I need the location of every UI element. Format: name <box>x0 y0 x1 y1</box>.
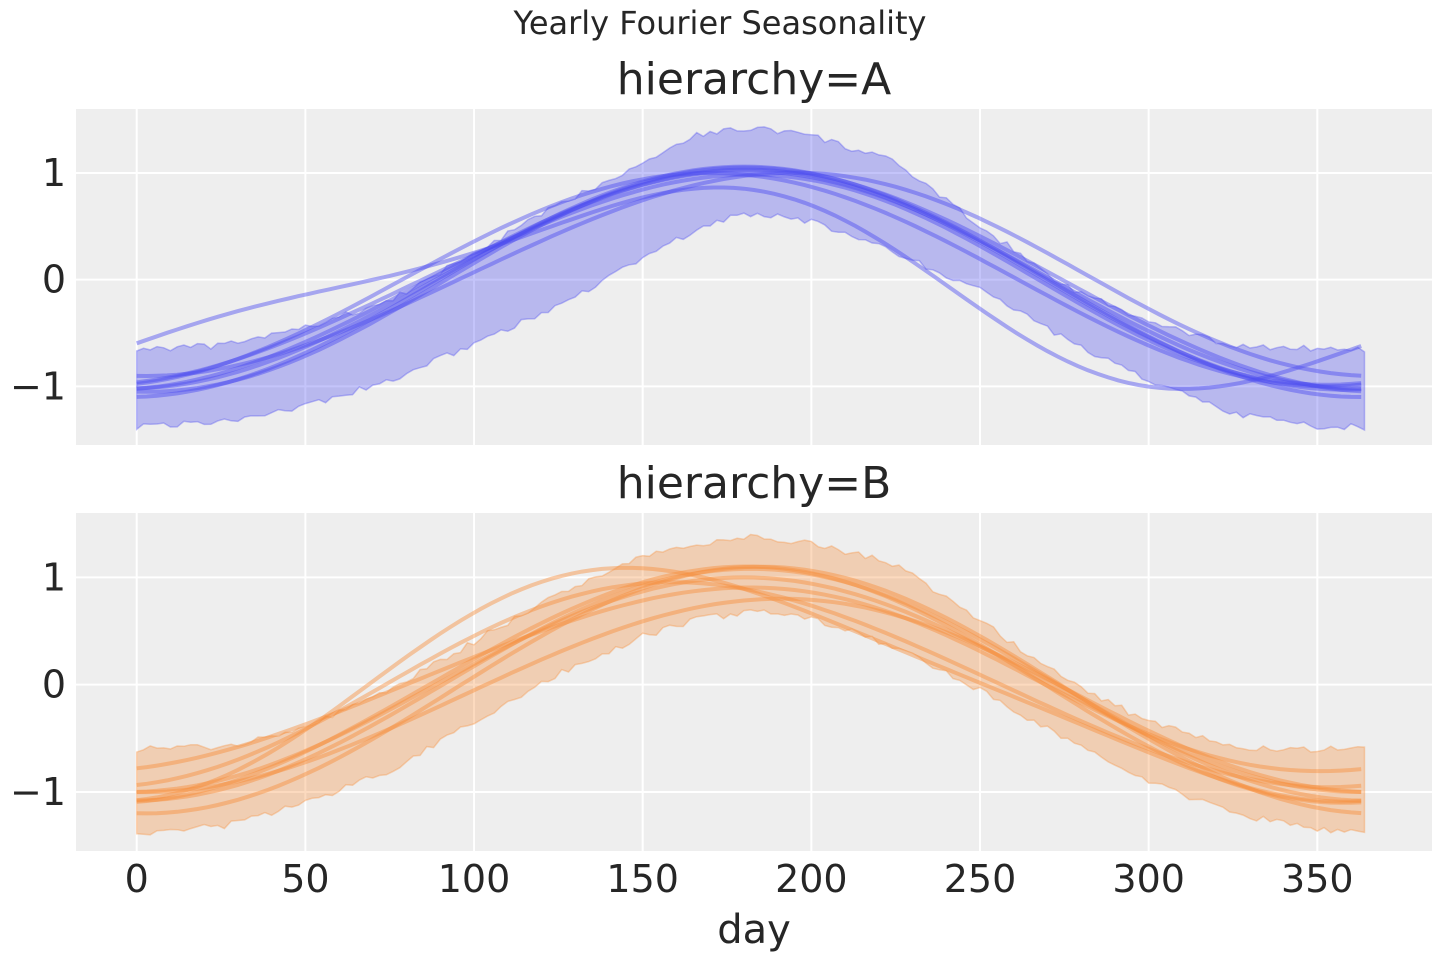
posterior-line <box>136 564 1362 805</box>
posterior-line <box>136 596 1362 795</box>
credible-interval-band <box>135 533 1366 836</box>
plot-background <box>76 109 1432 445</box>
posterior-lines <box>136 164 1362 399</box>
posterior-line <box>136 164 1362 399</box>
y-tick-label: 1 <box>42 151 66 195</box>
posterior-line <box>136 168 1362 391</box>
posterior-line <box>136 566 1362 803</box>
posterior-line <box>136 167 1362 392</box>
hdi-band <box>135 126 1366 432</box>
posterior-line <box>136 585 1362 774</box>
x-tick-label: 350 <box>1281 857 1354 901</box>
y-tick-labels: −1 0 1 <box>10 151 66 408</box>
posterior-line <box>136 170 1362 389</box>
posterior-line <box>136 580 1362 790</box>
panel-hierarchy-a: −1 0 1 hierarchy=A <box>10 54 1432 445</box>
posterior-lines <box>136 564 1362 816</box>
y-tick-label: 0 <box>42 258 66 302</box>
y-tick-label: 0 <box>42 663 66 707</box>
posterior-line <box>136 172 1362 387</box>
x-tick-label: 150 <box>606 857 679 901</box>
panel-hierarchy-b: −1 0 1 hierarchy=B <box>10 458 1432 851</box>
x-axis-label: day <box>717 907 791 953</box>
panel-title: hierarchy=B <box>617 458 892 509</box>
x-tick-label: 200 <box>775 857 848 901</box>
posterior-line <box>136 575 1362 794</box>
posterior-line <box>136 185 1362 391</box>
plot-background <box>76 513 1432 851</box>
y-tick-label: 1 <box>42 555 66 599</box>
posterior-line <box>136 165 1362 394</box>
credible-interval-band <box>135 126 1366 432</box>
posterior-line <box>136 565 1362 804</box>
y-tick-label: −1 <box>10 364 66 408</box>
grid-lines <box>76 513 1432 851</box>
hdi-band <box>135 533 1366 836</box>
y-tick-label: −1 <box>10 770 66 814</box>
posterior-line <box>136 564 1362 816</box>
x-tick-labels: 0 50 100 150 200 250 300 350 <box>125 857 1354 901</box>
x-tick-label: 50 <box>281 857 329 901</box>
y-tick-labels: −1 0 1 <box>10 555 66 814</box>
x-tick-label: 250 <box>944 857 1017 901</box>
grid-lines <box>76 109 1432 445</box>
chart-title: Yearly Fourier Seasonality <box>513 4 927 42</box>
panel-title: hierarchy=A <box>617 54 891 105</box>
posterior-line <box>136 170 1362 379</box>
x-tick-label: 100 <box>438 857 511 901</box>
x-tick-label: 0 <box>125 857 149 901</box>
x-tick-label: 300 <box>1112 857 1185 901</box>
